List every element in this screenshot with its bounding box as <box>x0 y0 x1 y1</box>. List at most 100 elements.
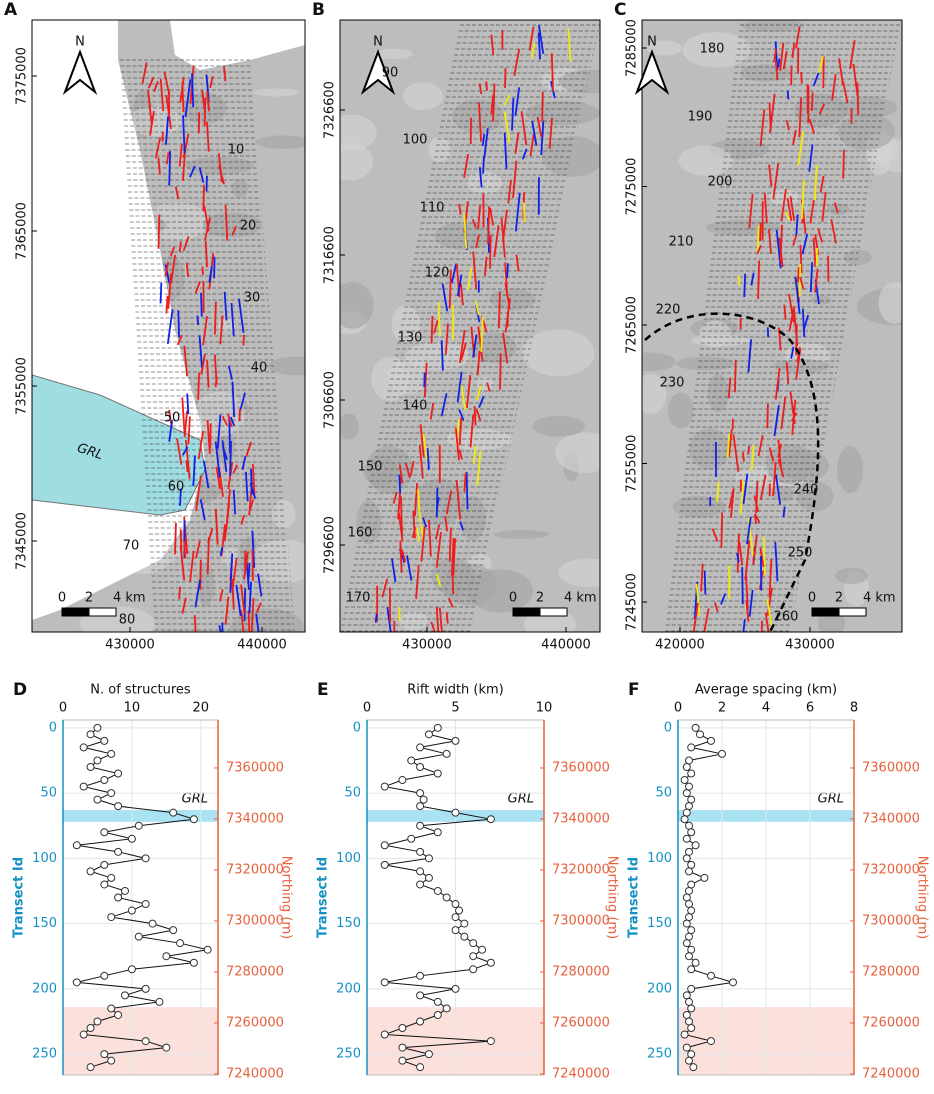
fault <box>758 226 759 252</box>
fault <box>760 222 761 241</box>
fault <box>205 97 206 126</box>
y2-axis-title: Northing (m) <box>915 856 930 939</box>
fault <box>721 512 722 548</box>
scale-bar <box>540 608 567 616</box>
data-point <box>122 992 129 999</box>
y-tick-label: 7285000 <box>625 19 640 77</box>
y2-tick-label: 7260000 <box>862 1015 920 1030</box>
y-tick-label: 150 <box>32 916 57 931</box>
x-tick-label: 10 <box>124 701 141 716</box>
relief <box>668 393 694 429</box>
fault <box>770 103 771 131</box>
y2-axis-title: Northing (m) <box>605 856 620 939</box>
data-point <box>80 783 87 790</box>
x-axis-title: Average spacing (km) <box>695 683 837 698</box>
panel-label: A <box>4 0 18 20</box>
data-point <box>452 914 459 921</box>
data-point <box>686 1057 693 1064</box>
data-point <box>425 731 432 738</box>
fault <box>192 73 193 107</box>
data-point <box>683 992 690 999</box>
data-point <box>683 835 690 842</box>
data-point <box>434 829 441 836</box>
x-tick-label: 0 <box>59 701 67 716</box>
data-point <box>456 907 463 914</box>
data-point <box>94 757 101 764</box>
fault <box>735 360 736 393</box>
data-point <box>115 848 122 855</box>
scale-label: 4 km <box>113 591 146 606</box>
data-point <box>708 972 715 979</box>
fault <box>197 315 198 325</box>
relief <box>838 113 895 149</box>
y2-tick-label: 7300000 <box>862 913 920 928</box>
y-tick-label: 7365000 <box>15 202 30 260</box>
data-point <box>452 901 459 908</box>
data-point <box>417 744 424 751</box>
fault <box>705 571 706 595</box>
transect-label: 180 <box>700 42 725 57</box>
fault <box>742 567 743 604</box>
relief <box>400 612 428 630</box>
y-tick-label: 250 <box>32 1047 57 1062</box>
transect-label: 90 <box>382 66 399 81</box>
y-tick-label: 250 <box>336 1047 361 1062</box>
fault <box>798 267 799 282</box>
relief <box>231 180 248 198</box>
data-point <box>87 763 94 770</box>
relief <box>835 568 868 585</box>
data-point <box>190 959 197 966</box>
transect-label: 250 <box>788 546 813 561</box>
data-point <box>381 1031 388 1038</box>
y-tick-label: 7316600 <box>323 226 338 284</box>
fault <box>178 310 179 337</box>
data-point <box>108 914 115 921</box>
data-point <box>80 744 87 751</box>
y-tick-label: 100 <box>336 851 361 866</box>
data-point <box>701 874 708 881</box>
data-point <box>688 1025 695 1032</box>
data-point <box>425 855 432 862</box>
data-point <box>115 1011 122 1018</box>
fault <box>767 404 768 428</box>
data-point <box>708 1038 715 1045</box>
fault <box>161 283 162 304</box>
data-point <box>142 901 149 908</box>
x-tick-label: 0 <box>363 701 371 716</box>
data-point <box>688 744 695 751</box>
data-point <box>692 724 699 731</box>
data-point <box>686 901 693 908</box>
scale-bar <box>839 608 866 616</box>
data-point <box>108 1005 115 1012</box>
scale-label: 4 km <box>564 591 597 606</box>
data-point <box>686 803 693 810</box>
scale-bar <box>89 608 116 616</box>
data-point <box>417 972 424 979</box>
fault <box>801 72 802 84</box>
fault <box>857 82 858 115</box>
data-point <box>690 1064 697 1071</box>
relief <box>766 444 815 484</box>
fault <box>201 293 202 317</box>
data-point <box>417 881 424 888</box>
fault <box>524 202 525 222</box>
data-point <box>683 763 690 770</box>
data-point <box>115 803 122 810</box>
scale-label: 0 <box>509 591 517 606</box>
y-tick-label: 7326600 <box>323 81 338 139</box>
x-tick-label: 5 <box>451 701 459 716</box>
data-point <box>452 985 459 992</box>
transect-label: 160 <box>348 526 373 541</box>
data-point <box>122 887 129 894</box>
data-point <box>470 953 477 960</box>
data-point <box>443 750 450 757</box>
data-point <box>683 809 690 816</box>
data-point <box>719 750 726 757</box>
y-tick-label: 150 <box>336 916 361 931</box>
y-tick-label: 7265000 <box>625 296 640 354</box>
y2-tick-label: 7240000 <box>552 1066 610 1081</box>
relief <box>689 428 730 469</box>
data-point <box>399 1057 406 1064</box>
fault <box>748 446 749 454</box>
transect-label: 230 <box>660 376 685 391</box>
